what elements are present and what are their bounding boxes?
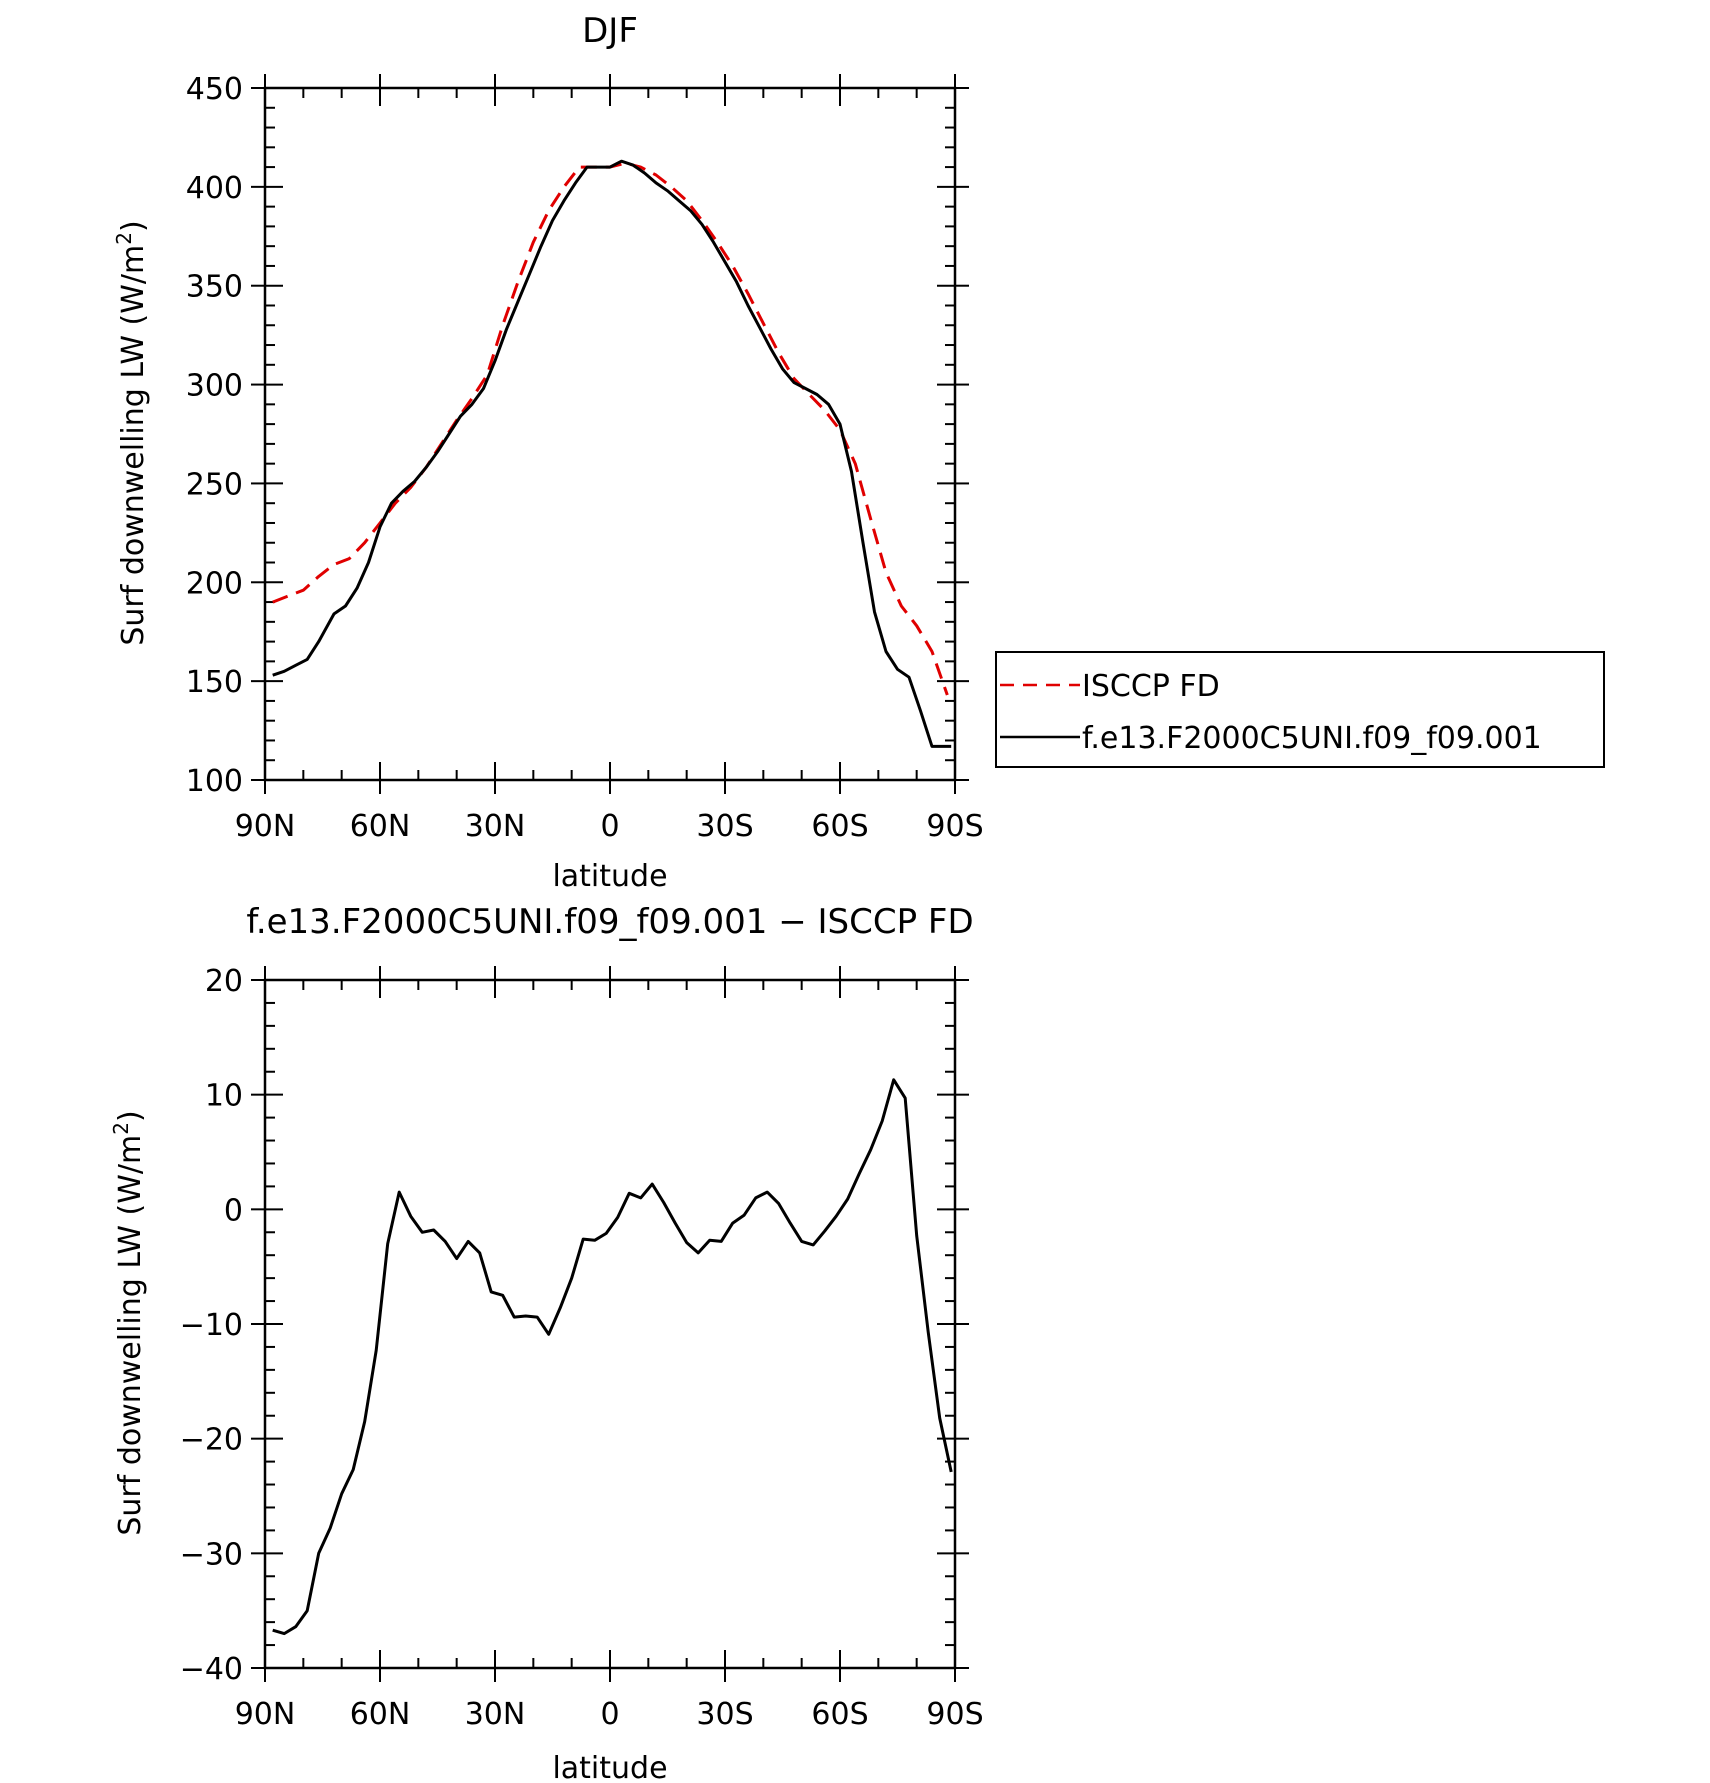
bottom-y-tick-label: −40 [180,1652,243,1687]
bottom-y-tick-label: −30 [180,1537,243,1572]
top-x-tick-label: 30S [696,809,753,844]
bottom-y-axis-label: Surf downwelling LW (W/m2) [109,1110,148,1535]
bottom-y-tick-label: 20 [205,964,243,999]
top-series-line-1 [272,159,952,748]
legend-label-model: f.e13.F2000C5UNI.f09_f09.001 [1082,721,1542,756]
top-y-axis-label: Surf downwelling LW (W/m2) [112,220,151,645]
top-x-tick-label: 60N [350,809,411,844]
bottom-x-axis-label: latitude [552,1751,667,1783]
top-y-tick-label: 300 [186,369,243,404]
bottom-x-tick-label: 30S [696,1697,753,1732]
legend-box [995,651,1605,768]
bottom-y-tick-label: −20 [180,1423,243,1458]
top-series-line-0 [272,161,949,696]
top-y-tick-label: 350 [186,270,243,305]
top-panel-title: DJF [582,11,638,51]
bottom-panel-title: f.e13.F2000C5UNI.f09_f09.001 − ISCCP FD [246,902,973,942]
bottom-y-tick-label: 10 [205,1079,243,1114]
top-y-tick-label: 450 [186,72,243,107]
top-panel: DJF 90N 60N 30N 0 30S 60S 90S 100 150 200 250 300 35… [112,11,984,894]
top-x-tick-label: 90S [926,809,983,844]
bottom-series-line-0 [272,1078,953,1636]
top-x-axis-label: latitude [552,859,667,894]
top-x-tick-label: 30N [465,809,526,844]
top-plot-area: 90N 60N 30N 0 30S 60S 90S 100 150 200 250 300 350 400… [186,72,984,844]
bottom-x-tick-label: 60S [811,1697,868,1732]
legend-label-isccp: ISCCP FD [1082,669,1220,704]
top-y-tick-label: 150 [186,665,243,700]
top-x-tick-label: 0 [600,809,619,844]
legend: ISCCP FD f.e13.F2000C5UNI.f09_f09.001 [995,651,1605,768]
top-y-tick-label: 200 [186,566,243,601]
top-y-tick-label: 400 [186,171,243,206]
bottom-x-tick-label: 90S [926,1697,983,1732]
top-x-tick-label: 90N [235,809,296,844]
bottom-plot-frame [263,978,957,1670]
bottom-x-tick-label: 60N [350,1697,411,1732]
bottom-y-tick-label: 0 [224,1193,243,1228]
bottom-x-tick-label: 0 [600,1697,619,1732]
bottom-plot-area: 90N 60N 30N 0 30S 60S 90S −40 −30 −20 −10 0 10 20 [180,964,984,1732]
bottom-x-tick-label: 90N [235,1697,296,1732]
top-x-tick-label: 60S [811,809,868,844]
bottom-x-tick-label: 30N [465,1697,526,1732]
bottom-panel: f.e13.F2000C5UNI.f09_f09.001 − ISCCP FD … [109,902,984,1783]
top-y-tick-label: 100 [186,764,243,799]
top-y-tick-label: 250 [186,467,243,502]
top-plot-frame [263,86,957,782]
bottom-y-tick-label: −10 [180,1308,243,1343]
